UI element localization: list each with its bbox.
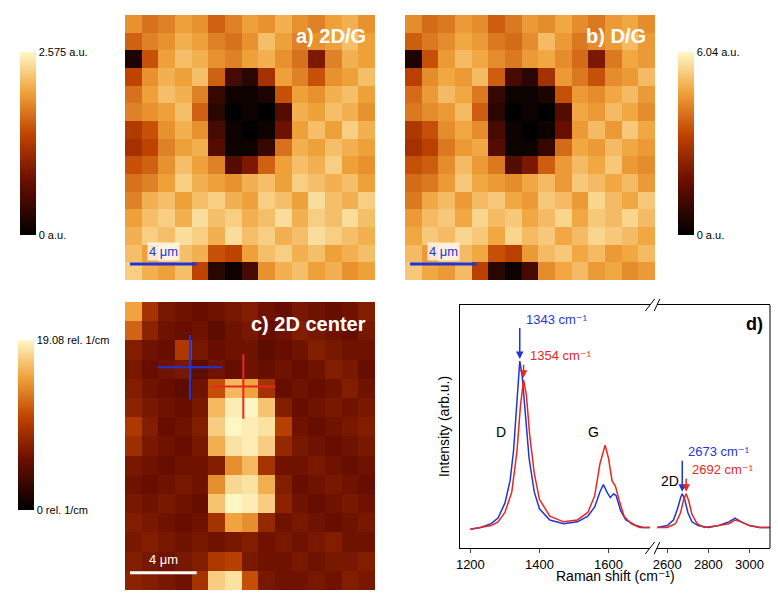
svg-text:4 μm: 4 μm <box>149 244 178 259</box>
svg-text:1200: 1200 <box>456 557 485 572</box>
svg-text:c) 2D center: c) 2D center <box>251 313 366 335</box>
svg-text:a) 2D/G: a) 2D/G <box>296 25 366 47</box>
svg-text:0 a.u.: 0 a.u. <box>39 229 67 241</box>
svg-text:6.04 a.u.: 6.04 a.u. <box>697 46 740 58</box>
svg-text:19.08 rel. 1/cm: 19.08 rel. 1/cm <box>37 334 110 346</box>
svg-text:G: G <box>588 424 599 440</box>
svg-text:d): d) <box>746 314 763 334</box>
svg-text:Intensity (arb.u.): Intensity (arb.u.) <box>436 376 452 477</box>
svg-text:b) D/G: b) D/G <box>586 25 646 47</box>
svg-text:D: D <box>496 424 506 440</box>
svg-text:1343 cm⁻¹: 1343 cm⁻¹ <box>526 312 588 327</box>
svg-text:1600: 1600 <box>594 557 623 572</box>
svg-text:1354 cm⁻¹: 1354 cm⁻¹ <box>530 348 592 363</box>
svg-text:Raman shift (cm⁻¹): Raman shift (cm⁻¹) <box>556 568 675 584</box>
svg-text:2600: 2600 <box>653 557 682 572</box>
svg-text:1400: 1400 <box>525 557 554 572</box>
svg-text:3000: 3000 <box>735 557 764 572</box>
svg-text:2800: 2800 <box>694 557 723 572</box>
svg-text:0 a.u.: 0 a.u. <box>697 229 725 241</box>
svg-text:4 μm: 4 μm <box>429 244 458 259</box>
svg-text:2D: 2D <box>661 473 679 489</box>
svg-text:2673 cm⁻¹: 2673 cm⁻¹ <box>688 444 750 459</box>
svg-text:2692 cm⁻¹: 2692 cm⁻¹ <box>692 462 754 477</box>
svg-text:0 rel. 1/cm: 0 rel. 1/cm <box>37 504 88 516</box>
svg-text:4 μm: 4 μm <box>149 552 178 567</box>
svg-text:2.575 a.u.: 2.575 a.u. <box>39 46 88 58</box>
